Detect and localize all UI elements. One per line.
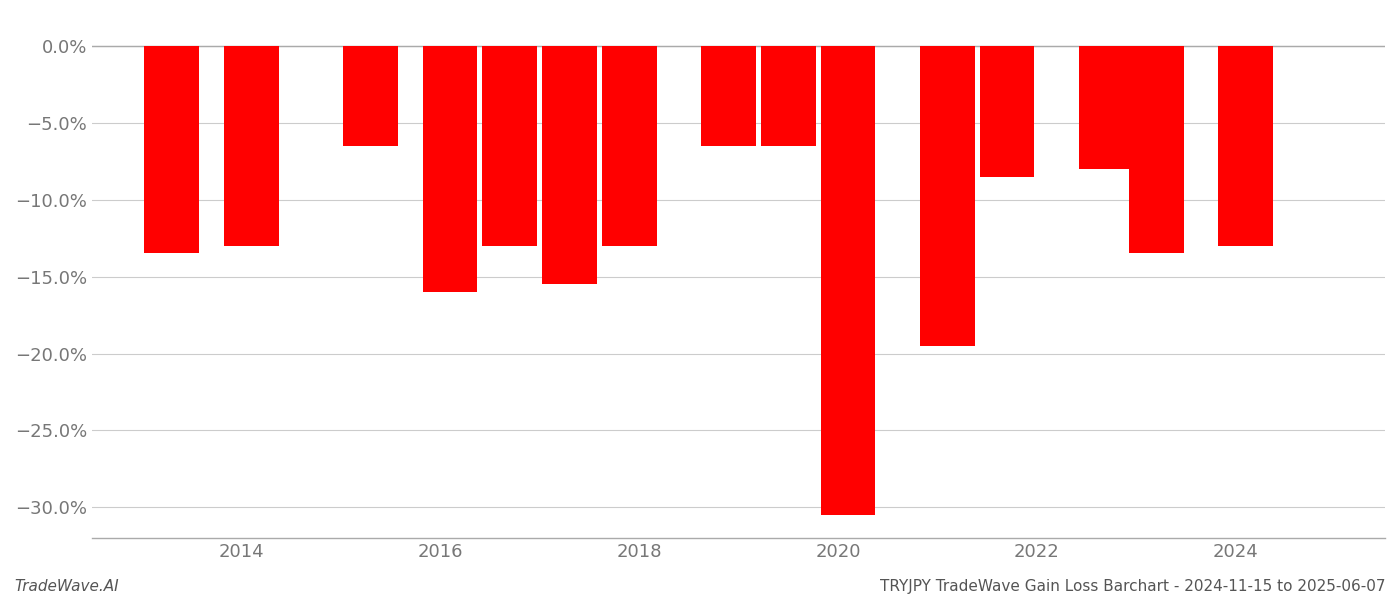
Bar: [701, 46, 756, 146]
Bar: [483, 46, 538, 246]
Bar: [1079, 46, 1134, 169]
Bar: [224, 46, 279, 246]
Bar: [762, 46, 816, 146]
Bar: [820, 46, 875, 515]
Bar: [1218, 46, 1273, 246]
Text: TradeWave.AI: TradeWave.AI: [14, 579, 119, 594]
Bar: [343, 46, 398, 146]
Bar: [980, 46, 1035, 176]
Bar: [1128, 46, 1183, 253]
Text: TRYJPY TradeWave Gain Loss Barchart - 2024-11-15 to 2025-06-07: TRYJPY TradeWave Gain Loss Barchart - 20…: [881, 579, 1386, 594]
Bar: [542, 46, 596, 284]
Bar: [144, 46, 199, 253]
Bar: [920, 46, 974, 346]
Bar: [602, 46, 657, 246]
Bar: [423, 46, 477, 292]
